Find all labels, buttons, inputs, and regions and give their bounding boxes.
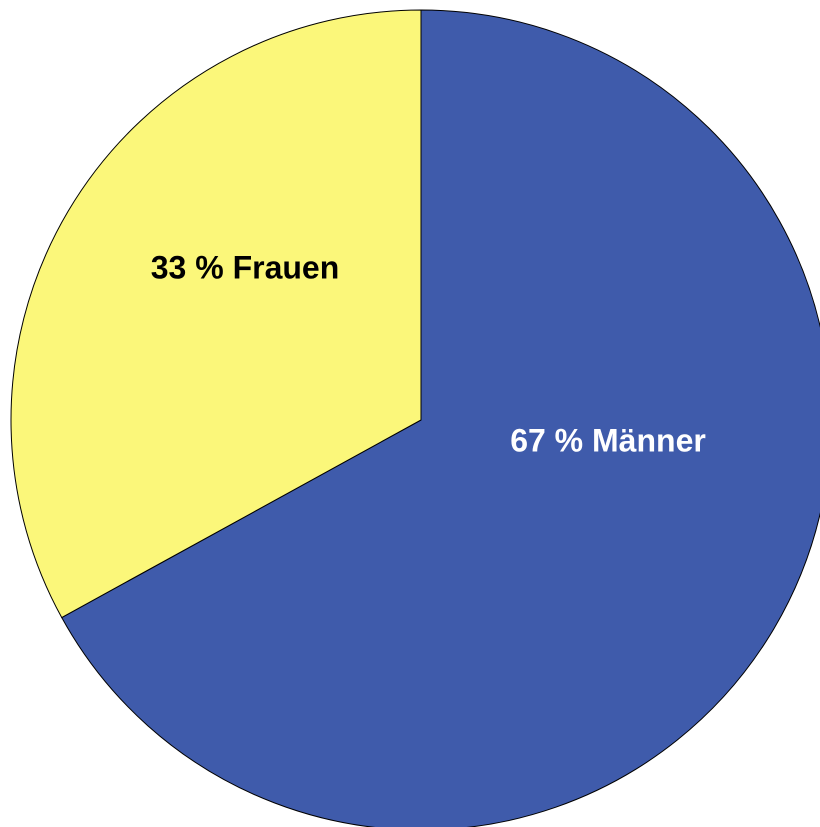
slice-label: 33 % Frauen — [151, 249, 340, 285]
slice-label: 67 % Männer — [510, 422, 706, 458]
pie-slice — [61, 9, 820, 827]
pie-slice — [10, 9, 422, 619]
